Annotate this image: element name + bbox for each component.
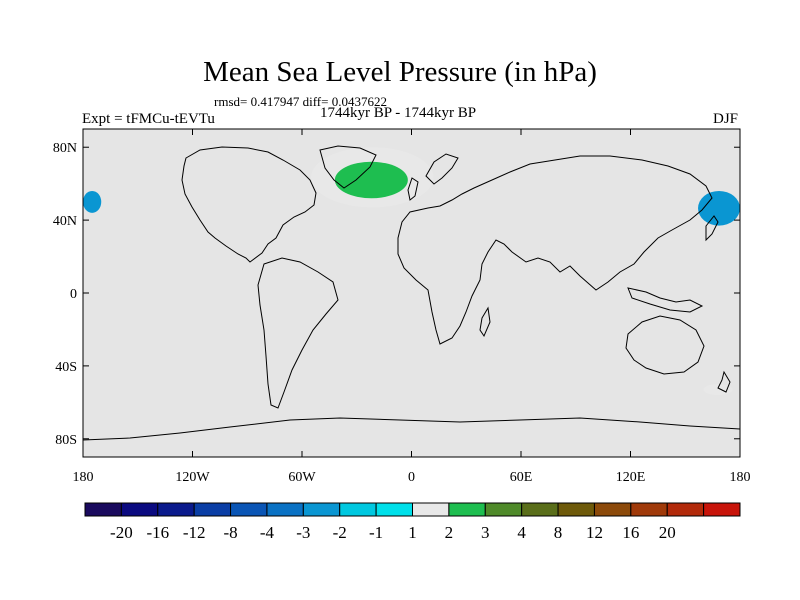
lat-label: 80N xyxy=(53,141,77,156)
lon-label: 60E xyxy=(510,470,533,485)
colorbar-swatch xyxy=(230,502,268,517)
colorbar-swatch xyxy=(630,502,668,517)
colorbar-swatch xyxy=(703,502,741,517)
colorbar-label: 3 xyxy=(481,523,490,542)
uk-coast xyxy=(407,177,419,201)
chart-title: Mean Sea Level Pressure (in hPa) xyxy=(203,56,597,88)
stats-text: rmsd= 0.417947 diff= 0.0437622 xyxy=(214,94,387,109)
indonesia-coast xyxy=(627,287,704,313)
colorbar-label: -20 xyxy=(110,523,133,542)
madagascar-coast xyxy=(479,306,491,338)
anomaly-north-atlantic-core xyxy=(334,161,408,199)
lat-label: 40S xyxy=(55,360,77,375)
anomaly-southern-ocean-nz xyxy=(703,384,733,396)
lon-label: 180 xyxy=(73,470,94,485)
lon-label: 180 xyxy=(730,470,751,485)
lon-label: 120W xyxy=(175,470,210,485)
colorbar-swatch xyxy=(557,502,595,517)
lon-label: 0 xyxy=(408,470,415,485)
colorbar-swatch xyxy=(521,502,559,517)
colorbar-label: -3 xyxy=(296,523,310,542)
colorbar-labels: -20 -16 -12 -8 -4 -3 -2 -1 1 2 3 4 8 12 16 20 xyxy=(110,523,676,542)
latitude-labels: 80N 40N 0 40S 80S xyxy=(53,141,740,448)
antarctica-coast xyxy=(83,417,740,441)
colorbar-label: 4 xyxy=(517,523,526,542)
season-label: DJF xyxy=(713,111,739,127)
colorbar-swatch xyxy=(302,502,341,517)
colorbar-swatch xyxy=(84,502,122,517)
north-america-coast xyxy=(181,146,317,263)
greenland-coast xyxy=(319,145,377,189)
lat-label: 40N xyxy=(53,214,77,229)
anomaly-north-pacific-west xyxy=(698,190,740,226)
colorbar-label: -8 xyxy=(223,523,237,542)
lat-label: 0 xyxy=(70,287,77,302)
colorbar-swatch xyxy=(412,502,450,517)
colorbar-label: 8 xyxy=(554,523,563,542)
colorbar xyxy=(84,502,741,517)
longitude-labels: 180 120W 60W 0 60E 120E 180 xyxy=(73,129,751,485)
colorbar-label: 12 xyxy=(586,523,603,542)
experiment-label: Expt = tFMCu-tEVTu xyxy=(82,111,215,127)
period-label: 1744kyr BP - 1744kyr BP xyxy=(320,105,477,121)
colorbar-label: -1 xyxy=(369,523,383,542)
eurasia-africa-coast xyxy=(397,155,713,345)
lon-label: 120E xyxy=(616,470,646,485)
colorbar-swatch xyxy=(193,502,232,517)
colorbar-label: -2 xyxy=(333,523,347,542)
australia-coast xyxy=(625,315,705,375)
colorbar-swatch xyxy=(666,502,705,517)
colorbar-swatch xyxy=(448,502,486,517)
colorbar-label: -16 xyxy=(146,523,169,542)
anomaly-layer xyxy=(83,147,740,396)
colorbar-swatch xyxy=(157,502,195,517)
colorbar-label: 1 xyxy=(408,523,417,542)
colorbar-swatch xyxy=(339,502,377,517)
colorbar-swatch xyxy=(266,502,304,517)
colorbar-swatch xyxy=(593,502,632,517)
colorbar-swatch xyxy=(375,502,414,517)
colorbar-label: 2 xyxy=(445,523,454,542)
lat-label: 80S xyxy=(55,433,77,448)
new-zealand-coast xyxy=(717,370,731,393)
colorbar-swatch xyxy=(120,502,159,517)
japan-coast xyxy=(705,215,719,242)
lon-label: 60W xyxy=(288,470,316,485)
coastline-layer xyxy=(83,145,740,441)
colorbar-swatch xyxy=(484,502,523,517)
colorbar-label: -4 xyxy=(260,523,275,542)
anomaly-north-pacific-east xyxy=(83,190,102,213)
colorbar-label: 20 xyxy=(659,523,676,542)
colorbar-label: -12 xyxy=(183,523,206,542)
colorbar-label: 16 xyxy=(622,523,639,542)
scandinavia-coast xyxy=(425,153,459,185)
south-america-coast xyxy=(257,257,339,409)
